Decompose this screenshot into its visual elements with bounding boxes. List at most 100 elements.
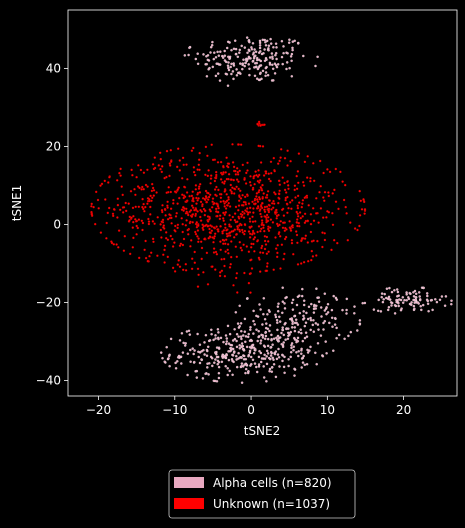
data-point	[307, 204, 310, 207]
data-point	[302, 299, 306, 302]
data-point	[244, 357, 248, 361]
data-point	[159, 167, 162, 171]
data-point	[325, 312, 328, 316]
data-point	[195, 376, 199, 379]
data-point	[270, 171, 273, 175]
data-point	[444, 295, 448, 298]
data-point	[296, 204, 299, 207]
data-point	[151, 220, 155, 223]
data-point	[269, 346, 272, 349]
data-point	[215, 355, 219, 359]
data-point	[197, 355, 200, 359]
data-point	[122, 206, 126, 209]
data-point	[214, 334, 217, 337]
data-point	[243, 212, 246, 215]
data-point	[134, 218, 137, 221]
data-point	[252, 319, 255, 323]
data-point	[283, 156, 287, 160]
data-point	[276, 243, 279, 247]
y-tick-label: −20	[36, 295, 61, 309]
data-point	[302, 303, 306, 307]
data-point	[213, 179, 217, 183]
data-point	[235, 358, 238, 361]
data-point	[255, 195, 258, 198]
data-point	[182, 341, 185, 345]
data-point	[270, 202, 274, 205]
data-point	[105, 237, 108, 240]
data-point	[138, 186, 141, 190]
data-point	[211, 200, 214, 203]
data-point	[264, 40, 267, 44]
data-point	[208, 66, 211, 70]
data-point	[212, 247, 216, 250]
data-point	[382, 298, 385, 301]
data-point	[197, 187, 201, 190]
data-point	[279, 220, 283, 223]
data-point	[227, 55, 230, 59]
data-point	[184, 262, 188, 266]
data-point	[146, 185, 149, 188]
data-point	[228, 214, 231, 217]
data-point	[291, 308, 295, 311]
data-point	[203, 353, 206, 356]
data-point	[93, 222, 97, 226]
data-point	[227, 68, 231, 72]
data-point	[247, 354, 250, 358]
data-point	[252, 346, 256, 350]
data-point	[241, 213, 244, 217]
data-point	[235, 255, 239, 259]
data-point	[265, 235, 269, 239]
data-point	[224, 207, 228, 210]
data-point	[257, 169, 260, 172]
data-point	[278, 189, 281, 193]
data-point	[358, 224, 361, 228]
x-axis-label: tSNE2	[244, 424, 281, 438]
data-point	[296, 263, 300, 266]
data-point	[237, 187, 240, 191]
data-point	[282, 45, 285, 48]
data-point	[301, 180, 305, 184]
data-point	[223, 190, 226, 193]
data-point	[158, 151, 162, 155]
data-point	[245, 245, 249, 248]
data-point	[152, 189, 156, 192]
data-point	[190, 194, 194, 198]
data-point	[254, 220, 257, 223]
data-point	[264, 196, 268, 199]
data-point	[286, 180, 289, 184]
data-point	[387, 305, 391, 309]
data-point	[239, 62, 242, 65]
data-point	[280, 243, 284, 246]
data-point	[166, 255, 170, 259]
data-point	[267, 49, 270, 52]
data-point	[274, 53, 277, 57]
data-point	[238, 347, 242, 350]
data-point	[187, 329, 191, 333]
data-point	[245, 171, 248, 175]
data-point	[219, 196, 223, 200]
data-point	[289, 350, 293, 354]
data-point	[276, 309, 280, 313]
data-point	[247, 281, 251, 285]
data-point	[304, 234, 308, 237]
data-point	[288, 332, 291, 335]
data-point	[216, 72, 220, 75]
data-point	[261, 183, 264, 187]
data-point	[282, 333, 286, 337]
data-point	[271, 67, 275, 71]
data-point	[281, 311, 284, 315]
data-point	[281, 326, 284, 329]
data-point	[326, 311, 330, 314]
data-point	[213, 235, 216, 238]
data-point	[279, 267, 282, 270]
data-point	[241, 67, 244, 71]
data-point	[321, 245, 324, 249]
data-point	[264, 170, 268, 173]
data-point	[212, 226, 216, 229]
data-point	[257, 58, 261, 62]
data-point	[414, 292, 418, 296]
data-point	[212, 201, 216, 205]
data-point	[149, 205, 152, 209]
data-point	[298, 201, 301, 204]
data-point	[240, 356, 243, 360]
